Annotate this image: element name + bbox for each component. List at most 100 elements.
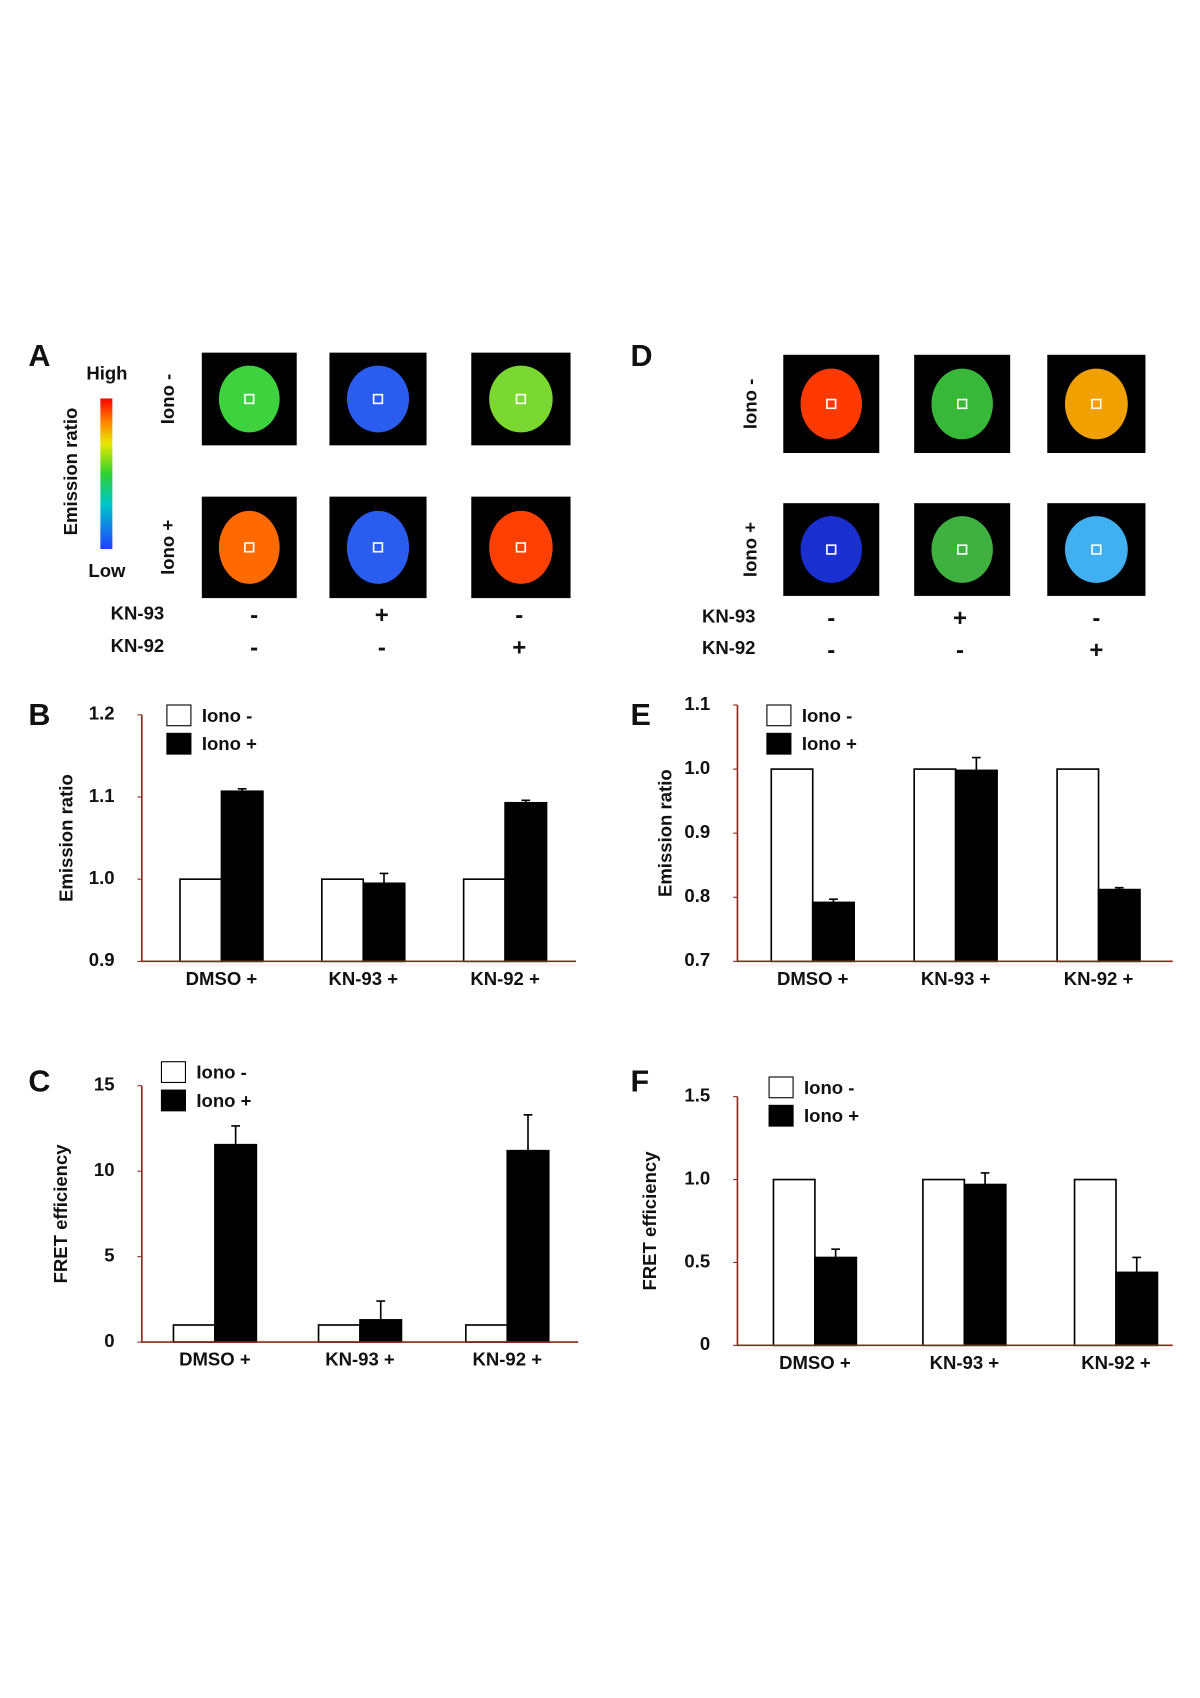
error-bar — [376, 1300, 386, 1320]
treatment-sign: + — [1089, 637, 1103, 664]
cell — [218, 510, 280, 584]
y-axis-label: Emission ratio — [56, 774, 77, 902]
legend-swatch — [766, 732, 792, 755]
y-tick-label: 1.1 — [684, 693, 710, 714]
bar — [770, 768, 814, 963]
bar — [814, 1256, 858, 1347]
y-tick-label: 1.0 — [684, 1167, 710, 1188]
x-tick-label: DMSO + — [777, 968, 849, 989]
roi-box — [244, 393, 255, 405]
roi-box — [826, 398, 837, 410]
legend-swatch — [768, 1104, 794, 1127]
bar — [506, 1149, 550, 1343]
colorbar-low: Low — [88, 560, 126, 581]
y-tick-label: 1.5 — [684, 1085, 710, 1106]
legend-label: Iono + — [802, 733, 857, 754]
y-tick-label: 1.2 — [89, 703, 115, 724]
cell — [800, 516, 862, 583]
y-tick-label: 10 — [94, 1159, 115, 1180]
cell — [1064, 516, 1128, 583]
error-bar — [829, 898, 838, 903]
x-tick-label: KN-92 + — [1081, 1352, 1151, 1373]
colorbar — [100, 398, 113, 549]
treatment-sign: - — [515, 602, 523, 629]
roi-box — [1091, 544, 1102, 555]
row-label: Iono + — [157, 520, 178, 575]
x-tick-label: DMSO + — [186, 968, 258, 989]
panel-letter: F — [631, 1065, 650, 1099]
error-bar — [523, 1113, 533, 1151]
x-tick-label: KN-93 + — [329, 968, 399, 989]
bar — [320, 878, 365, 963]
legend-label: Iono + — [804, 1105, 859, 1126]
treatment-label: KN-93 — [111, 602, 165, 623]
bar — [811, 901, 855, 963]
error-bar — [980, 1172, 990, 1185]
row-label: Iono + — [740, 522, 761, 577]
bar — [1056, 768, 1100, 963]
bar — [954, 769, 998, 963]
bar — [504, 801, 548, 963]
bar — [220, 790, 264, 963]
error-bar — [971, 756, 981, 771]
bar — [359, 1319, 403, 1343]
panel-letter: B — [28, 698, 50, 732]
error-bar — [237, 787, 247, 792]
legend-label: Iono - — [202, 705, 252, 726]
roi-box — [515, 542, 527, 553]
y-tick-label: 0.9 — [684, 821, 710, 842]
panel-letter: A — [28, 339, 50, 373]
treatment-sign: - — [250, 635, 258, 662]
axes — [141, 1085, 579, 1343]
bar — [963, 1183, 1007, 1347]
y-axis-label: FRET efficiency — [50, 1144, 71, 1284]
y-tick-label: 0 — [700, 1333, 710, 1354]
y-tick-label: 0.9 — [89, 949, 115, 970]
legend-swatch — [166, 732, 192, 755]
axes — [141, 714, 576, 963]
legend-swatch — [166, 704, 192, 727]
error-bar — [831, 1248, 840, 1258]
y-axis-label: FRET efficiency — [639, 1151, 660, 1291]
x-tick-label: DMSO + — [779, 1352, 851, 1373]
treatment-sign: - — [1092, 605, 1100, 632]
bar — [772, 1178, 816, 1347]
bar — [172, 1324, 216, 1343]
x-tick-label: KN-92 + — [473, 1349, 543, 1370]
treatment-sign: + — [953, 605, 967, 632]
treatment-sign: - — [378, 635, 386, 662]
bar — [179, 878, 223, 963]
panel-letter: E — [631, 698, 651, 732]
legend-label: Iono - — [196, 1062, 246, 1083]
legend-label: Iono - — [802, 705, 852, 726]
bar — [1115, 1271, 1159, 1347]
y-tick-label: 15 — [94, 1074, 115, 1095]
treatment-sign: - — [250, 602, 258, 629]
y-tick-label: 0 — [104, 1330, 114, 1351]
y-tick-label: 0.8 — [684, 885, 710, 906]
roi-box — [826, 544, 837, 555]
roi-box — [372, 542, 384, 553]
row-label: Iono - — [740, 379, 761, 429]
treatment-sign: - — [827, 637, 835, 664]
treatment-label: KN-92 — [111, 635, 165, 656]
bar — [1073, 1178, 1117, 1347]
legend-swatch — [768, 1076, 794, 1099]
treatment-label: KN-92 — [702, 637, 756, 658]
cell — [346, 365, 410, 433]
roi-box — [515, 393, 527, 405]
axes — [736, 704, 1173, 963]
cell — [931, 516, 993, 583]
legend-swatch — [766, 704, 792, 727]
y-tick-label: 0.5 — [684, 1250, 710, 1271]
cell — [489, 365, 553, 433]
bar — [1097, 888, 1141, 963]
cell — [800, 368, 862, 440]
treatment-sign: + — [375, 602, 389, 629]
bar — [922, 1178, 966, 1347]
error-bar — [1114, 886, 1124, 890]
legend-label: Iono + — [196, 1090, 251, 1111]
bar — [317, 1324, 361, 1343]
error-bar — [1132, 1256, 1142, 1273]
